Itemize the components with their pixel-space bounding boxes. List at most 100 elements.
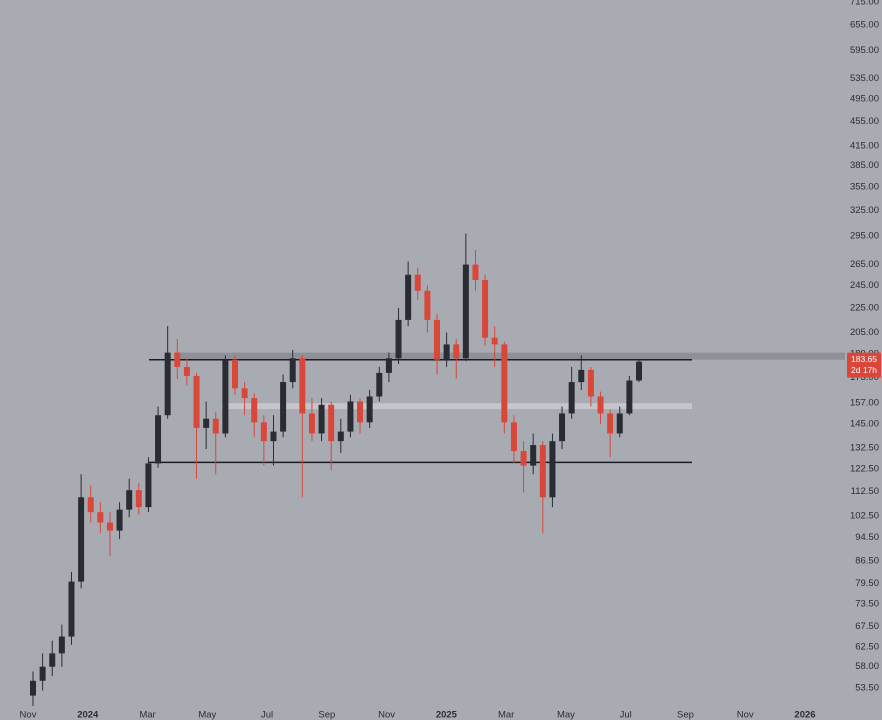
candle-body xyxy=(443,344,450,360)
y-tick-label: 295.00 xyxy=(850,231,879,242)
candle-body xyxy=(299,358,306,414)
x-tick-label: Nov xyxy=(737,710,754,720)
candle-body xyxy=(357,401,364,423)
x-tick-label: Jul xyxy=(620,710,632,720)
resistance-zone xyxy=(180,352,845,360)
y-tick-label: 102.50 xyxy=(850,511,879,522)
candle-body xyxy=(308,413,315,434)
y-tick-label: 595.00 xyxy=(850,45,879,56)
candle-body xyxy=(453,344,460,359)
candle-body xyxy=(155,415,162,464)
candle-body xyxy=(530,445,537,466)
candle-body xyxy=(183,366,190,376)
x-tick-label: 2024 xyxy=(77,710,99,720)
candle-body xyxy=(260,422,267,442)
candle-body xyxy=(318,404,325,434)
x-tick-label: Mar xyxy=(139,710,155,720)
y-tick-label: 62.50 xyxy=(855,641,879,652)
y-tick-label: 145.00 xyxy=(850,419,879,430)
y-tick-label: 122.50 xyxy=(850,463,879,474)
candle-body xyxy=(376,372,383,397)
candle-body xyxy=(30,680,36,696)
mid-band xyxy=(222,403,692,410)
candle-body xyxy=(106,522,113,531)
x-tick-label: Sep xyxy=(677,710,694,720)
y-tick-label: 94.50 xyxy=(855,532,879,543)
y-tick-label: 325.00 xyxy=(850,205,879,216)
x-tick-label: May xyxy=(557,710,575,720)
candle-body xyxy=(616,413,623,434)
candle-body xyxy=(568,382,575,414)
y-tick-label: 205.00 xyxy=(850,327,879,338)
candle-body xyxy=(597,396,604,414)
x-tick-label: 2026 xyxy=(794,710,815,720)
candle-body xyxy=(49,653,56,667)
x-tick-label: Sep xyxy=(318,710,335,720)
candle-body xyxy=(385,358,392,373)
candle-body xyxy=(135,490,142,508)
candle-body xyxy=(58,636,65,654)
candle-body xyxy=(203,418,210,428)
candle-body xyxy=(424,290,431,320)
candle-body xyxy=(626,380,633,414)
candle-body xyxy=(491,337,498,345)
candle-body xyxy=(164,352,171,416)
candle-body xyxy=(501,344,508,423)
y-tick-label: 495.00 xyxy=(850,94,879,105)
y-tick-label: 245.00 xyxy=(850,280,879,291)
y-tick-label: 355.00 xyxy=(850,182,879,193)
x-tick-label: 2025 xyxy=(436,710,458,720)
price-tag xyxy=(847,352,881,378)
y-tick-label: 655.00 xyxy=(850,20,879,31)
candle-body xyxy=(232,359,238,389)
y-tick-label: 79.50 xyxy=(855,578,879,589)
candle-body xyxy=(222,359,229,434)
candle-body xyxy=(587,369,594,397)
candle-body xyxy=(337,431,344,442)
candle-body xyxy=(116,509,123,531)
y-tick-label: 58.00 xyxy=(855,661,879,672)
y-tick-label: 132.50 xyxy=(850,443,879,454)
candle-body xyxy=(347,401,354,432)
candle-body xyxy=(39,666,46,681)
x-tick-label: Nov xyxy=(378,710,395,720)
x-tick-label: May xyxy=(198,710,216,720)
candle-body xyxy=(289,358,296,383)
candle-body xyxy=(251,398,258,423)
candle-body xyxy=(212,418,219,434)
y-tick-label: 415.00 xyxy=(850,140,879,151)
price-tag-countdown: 2d 17h xyxy=(851,365,877,375)
candle-body xyxy=(145,463,152,508)
y-tick-label: 385.00 xyxy=(850,160,879,171)
y-tick-label: 86.50 xyxy=(855,555,879,566)
y-tick-label: 455.00 xyxy=(850,116,879,127)
y-tick-label: 73.50 xyxy=(855,599,879,610)
candle-body xyxy=(607,413,614,434)
candle-body xyxy=(462,264,469,359)
candle-body xyxy=(193,375,200,428)
candle-body xyxy=(280,382,287,432)
candle-body xyxy=(97,512,104,523)
price-tag-value: 183.65 xyxy=(851,354,877,364)
candle-body xyxy=(78,497,85,582)
y-tick-label: 53.50 xyxy=(855,683,879,694)
y-tick-label: 157.00 xyxy=(850,398,879,409)
candle-body xyxy=(549,441,556,498)
candle-body xyxy=(578,369,585,383)
candle-body xyxy=(87,497,94,513)
candle-body xyxy=(126,490,133,510)
candle-body xyxy=(241,388,248,399)
candle-body xyxy=(434,319,440,360)
candle-body xyxy=(414,274,421,291)
candle-body xyxy=(328,404,335,442)
candle-body xyxy=(366,396,373,423)
candle-body xyxy=(174,352,181,367)
candle-body xyxy=(520,451,527,466)
candle-body xyxy=(559,413,566,442)
candle-body xyxy=(472,264,479,280)
y-tick-label: 67.50 xyxy=(855,621,879,632)
candle-body xyxy=(405,274,412,320)
x-tick-label: Nov xyxy=(20,710,37,720)
